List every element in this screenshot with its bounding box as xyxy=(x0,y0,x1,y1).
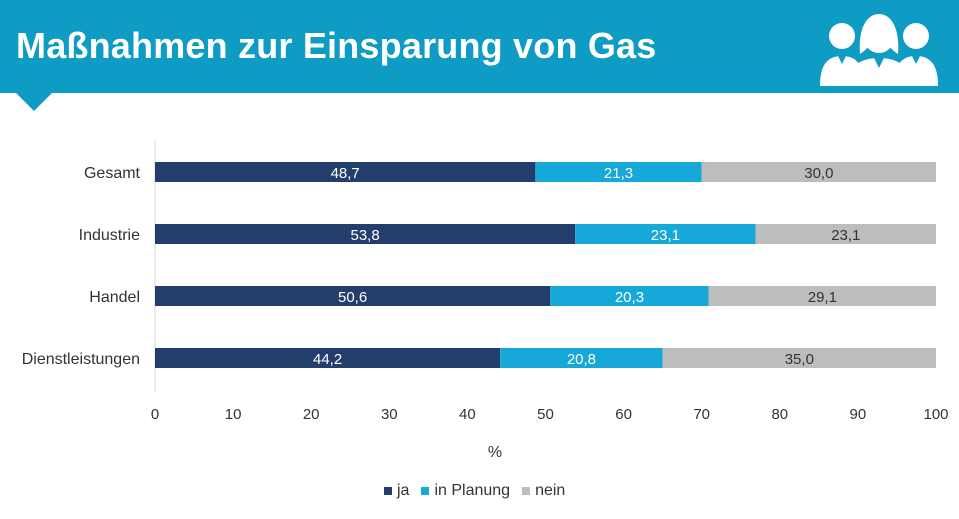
data-label: 48,7 xyxy=(331,165,360,182)
data-label: 44,2 xyxy=(313,351,342,368)
bar-segment xyxy=(575,224,756,244)
legend-label: nein xyxy=(535,482,566,499)
data-label: 29,1 xyxy=(808,289,837,306)
bar-segment xyxy=(155,224,576,244)
x-axis-label: % xyxy=(488,444,502,461)
legend-item: nein xyxy=(522,482,565,500)
category-label: Gesamt xyxy=(84,165,141,182)
legend-label: in Planung xyxy=(434,482,511,499)
data-label: 23,1 xyxy=(651,227,680,244)
bar-segment xyxy=(155,286,551,306)
data-label: 50,6 xyxy=(338,289,367,306)
x-tick-label: 0 xyxy=(151,406,159,423)
data-label: 21,3 xyxy=(604,165,633,182)
data-label: 20,3 xyxy=(615,289,644,306)
bar-segment xyxy=(535,162,702,182)
page-title: Maßnahmen zur Einsparung von Gas xyxy=(16,25,657,66)
category-label: Handel xyxy=(89,289,140,306)
header-banner: Maßnahmen zur Einsparung von Gas xyxy=(0,0,959,93)
legend-item: in Planung xyxy=(421,482,510,500)
header-notch xyxy=(16,93,52,111)
legend-swatch xyxy=(384,487,392,495)
bar-segment xyxy=(500,348,663,368)
x-tick-label: 20 xyxy=(303,406,320,423)
people-group-icon xyxy=(820,14,938,86)
legend-swatch xyxy=(522,487,531,495)
x-tick-label: 40 xyxy=(459,406,476,423)
x-tick-label: 50 xyxy=(537,406,554,423)
data-label: 35,0 xyxy=(785,351,814,368)
x-tick-label: 60 xyxy=(615,406,632,423)
data-label: 53,8 xyxy=(350,227,379,244)
legend-swatch xyxy=(421,487,430,495)
bar-segment xyxy=(755,224,936,244)
data-label: 20,8 xyxy=(567,351,596,368)
data-label: 30,0 xyxy=(804,165,833,182)
category-label: Industrie xyxy=(79,227,140,244)
x-tick-label: 10 xyxy=(225,406,242,423)
bar-segment xyxy=(701,162,936,182)
bar-segment xyxy=(155,162,536,182)
x-tick-label: 30 xyxy=(381,406,398,423)
chart-legend: ja in Planung nein xyxy=(384,482,577,500)
category-label: Dienstleistungen xyxy=(22,351,140,368)
bar-segment xyxy=(550,286,709,306)
stacked-bar-chart: Gesamt 48,7 21,3 30,0 Industrie 53,8 23,1 23,1 H… xyxy=(22,140,949,461)
legend-label: ja xyxy=(397,482,410,499)
x-tick-label: 80 xyxy=(771,406,788,423)
bar-segment xyxy=(155,348,501,368)
x-tick-label: 90 xyxy=(850,406,867,423)
x-tick-label: 100 xyxy=(923,406,948,423)
legend-item: ja xyxy=(384,482,409,500)
data-label: 23,1 xyxy=(831,227,860,244)
x-tick-label: 70 xyxy=(693,406,710,423)
bar-segment xyxy=(708,286,936,306)
bar-segment xyxy=(662,348,936,368)
